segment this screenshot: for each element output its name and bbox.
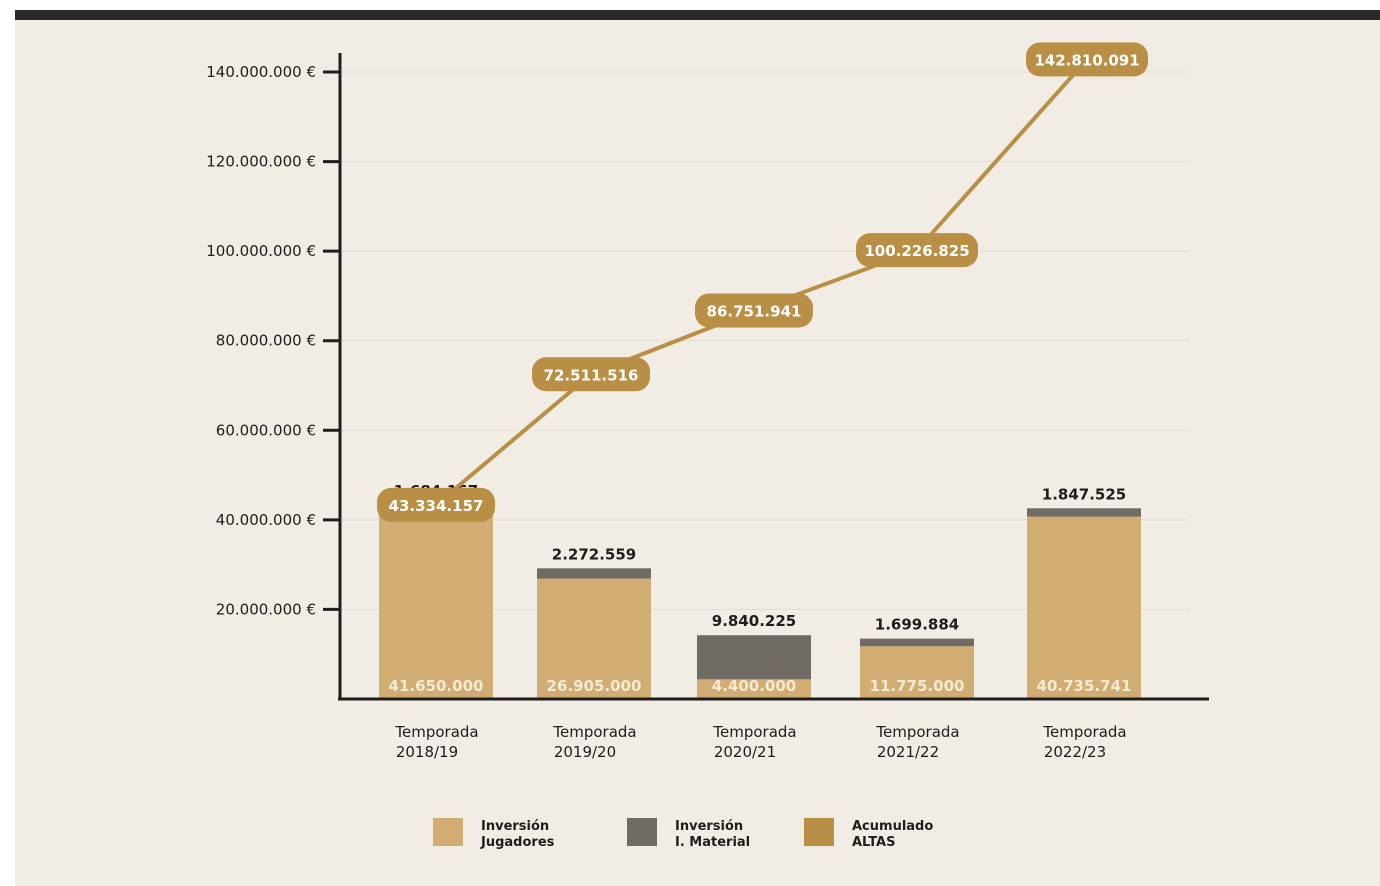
x-category-label-line1: Temporada xyxy=(394,723,478,741)
cumulative-pill xyxy=(377,487,495,522)
x-category-label-line2: 2019/20 xyxy=(554,743,616,761)
cumulative-pill xyxy=(1026,42,1148,77)
cumulative-value-label: 86.751.941 xyxy=(707,302,802,320)
x-category-label-line2: 2020/21 xyxy=(714,743,776,761)
jugadores-value-label: 11.775.000 xyxy=(870,677,965,695)
jugadores-value-label: 41.650.000 xyxy=(389,677,484,695)
bar-inversion-material xyxy=(697,635,811,680)
left-border xyxy=(0,10,15,886)
cumulative-pill xyxy=(532,357,650,392)
cumulative-pill xyxy=(856,233,978,268)
x-category-label-line2: 2018/19 xyxy=(396,743,458,761)
material-value-label: 1.847.525 xyxy=(1042,485,1126,503)
legend-swatch xyxy=(627,818,657,846)
jugadores-value-label: 26.905.000 xyxy=(547,677,642,695)
legend-swatch xyxy=(433,818,463,846)
cumulative-line xyxy=(434,58,1089,507)
y-tick-label: 20.000.000 € xyxy=(216,600,316,618)
jugadores-value-label: 40.735.741 xyxy=(1037,677,1132,695)
x-category-label-line1: Temporada xyxy=(552,723,636,741)
y-tick-label: 140.000.000 € xyxy=(206,63,316,81)
y-tick-label: 80.000.000 € xyxy=(216,332,316,350)
legend-label-line1: Inversión xyxy=(481,819,549,834)
y-tick-label: 60.000.000 € xyxy=(216,421,316,439)
cumulative-value-label: 72.511.516 xyxy=(544,366,639,384)
material-value-label: 2.272.559 xyxy=(552,545,636,563)
bar-inversion-jugadores xyxy=(1027,516,1141,699)
header-bar xyxy=(15,10,1380,20)
bar-inversion-jugadores xyxy=(860,646,974,699)
cumulative-value-label: 43.334.157 xyxy=(389,497,484,515)
bar-inversion-jugadores xyxy=(537,578,651,699)
x-category-label-line2: 2021/22 xyxy=(877,743,939,761)
legend-label-line2: Jugadores xyxy=(480,835,555,850)
legend-label-line1: Inversión xyxy=(675,819,743,834)
bar-inversion-material xyxy=(537,568,651,579)
legend-label-line1: Acumulado xyxy=(852,819,933,834)
cumulative-value-label: 142.810.091 xyxy=(1034,51,1139,69)
x-category-label-line1: Temporada xyxy=(712,723,796,741)
bar-inversion-jugadores xyxy=(379,512,493,699)
x-category-label-line1: Temporada xyxy=(1042,723,1126,741)
cumulative-value-label: 100.226.825 xyxy=(864,242,969,260)
legend-swatch xyxy=(804,818,834,846)
bar-inversion-jugadores xyxy=(697,679,811,699)
x-category-label-line1: Temporada xyxy=(875,723,959,741)
material-value-label: 9.840.225 xyxy=(712,612,796,630)
top-border xyxy=(0,0,1380,10)
y-tick-label: 120.000.000 € xyxy=(206,153,316,171)
legend-label-line2: ALTAS xyxy=(852,835,895,850)
bar-inversion-material xyxy=(860,638,974,647)
y-tick-label: 100.000.000 € xyxy=(206,242,316,260)
bar-inversion-material xyxy=(1027,508,1141,517)
material-value-label: 1.699.884 xyxy=(875,616,959,634)
cumulative-pill xyxy=(695,293,813,328)
y-tick-label: 40.000.000 € xyxy=(216,511,316,529)
x-category-label-line2: 2022/23 xyxy=(1044,743,1106,761)
legend-label-line2: I. Material xyxy=(675,835,750,850)
jugadores-value-label: 4.400.000 xyxy=(712,677,796,695)
